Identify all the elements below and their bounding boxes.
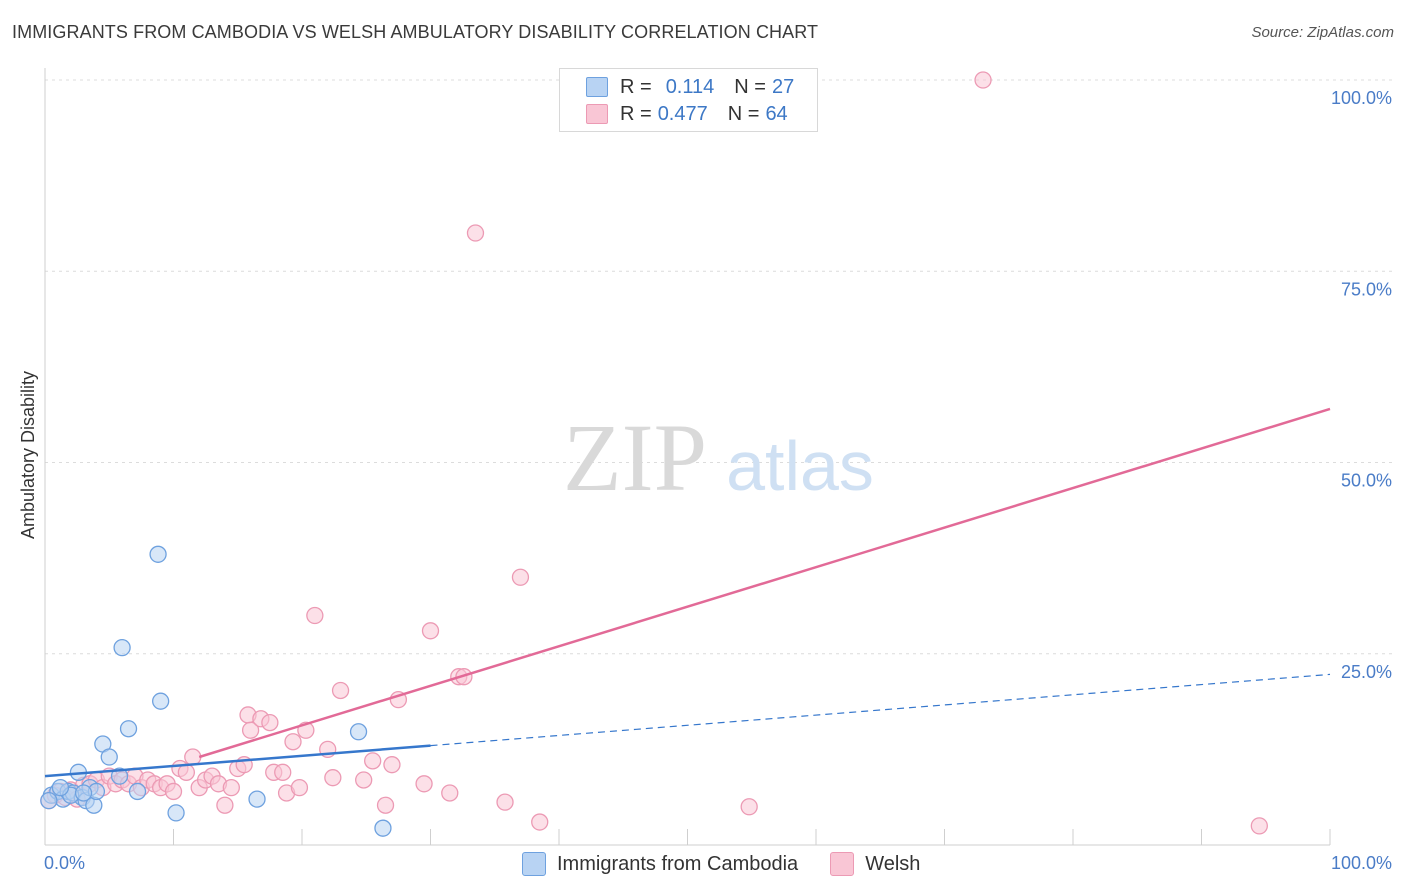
welsh-point (306, 606, 324, 625)
welsh-point (383, 756, 401, 774)
cambodia-trend-dashed (430, 673, 1331, 747)
cambodia-trend-solid (44, 744, 431, 778)
welsh-point (466, 224, 485, 242)
welsh-point (164, 782, 183, 801)
watermark: ZIP atlas (563, 404, 874, 511)
cambodia-points (40, 545, 392, 837)
legend-r-value-cambodia: 0.114 (665, 75, 715, 98)
watermark-atlas: atlas (726, 427, 874, 505)
welsh-point (740, 798, 758, 816)
legend-row-cambodia: R = 0.114 N = 27 (586, 75, 794, 99)
legend-row-welsh: R = 0.477 N = 64 (586, 102, 788, 126)
correlation-legend: R = 0.114 N = 27 R = 0.477 N = 64 (559, 68, 818, 132)
legend-swatch-welsh (586, 104, 608, 124)
welsh-point (421, 622, 440, 640)
welsh-point (216, 796, 234, 814)
welsh-point (415, 775, 433, 793)
welsh-point (284, 733, 302, 751)
x-tick-label: 100.0% (1331, 853, 1392, 873)
welsh-point (974, 71, 992, 89)
cambodia-point (113, 638, 131, 657)
cambodia-point (110, 767, 129, 785)
cambodia-point (100, 748, 118, 766)
cambodia-point (151, 692, 170, 710)
welsh-point (274, 763, 292, 781)
cambodia-point (248, 790, 266, 808)
cambodia-point (74, 784, 93, 802)
welsh-point (496, 793, 514, 811)
y-tick-label: 50.0% (1341, 471, 1392, 491)
series-legend: Immigrants from Cambodia Welsh (522, 852, 952, 876)
cambodia-point (374, 819, 392, 837)
welsh-point (241, 721, 260, 739)
trend-lines (44, 407, 1331, 778)
welsh-point (261, 713, 279, 732)
legend-n-value-cambodia: 27 (771, 75, 795, 98)
welsh-point (331, 681, 350, 700)
welsh-point (324, 769, 342, 787)
cambodia-point (149, 545, 167, 563)
cambodia-point (128, 782, 147, 801)
grid-lines (45, 79, 1392, 655)
welsh-point (177, 763, 196, 781)
y-axis-label: Ambulatory Disability (18, 371, 38, 539)
legend-r-value-welsh: 0.477 (657, 102, 708, 125)
welsh-trend-solid (198, 407, 1331, 759)
watermark-zip: ZIP (563, 404, 707, 511)
tick-labels: 25.0% 50.0% 75.0% 100.0% 0.0% 100.0% (44, 88, 1392, 873)
legend-item-welsh[interactable]: Welsh (830, 852, 920, 876)
welsh-point (376, 796, 395, 814)
y-tick-label: 75.0% (1341, 279, 1392, 299)
cambodia-point (349, 723, 368, 741)
welsh-point (222, 778, 240, 797)
cambodia-point (119, 720, 138, 738)
legend-swatch-welsh (830, 852, 855, 876)
y-tick-label: 25.0% (1341, 662, 1392, 682)
legend-swatch-cambodia (586, 77, 608, 97)
chart-title: IMMIGRANTS FROM CAMBODIA VS WELSH AMBULA… (12, 22, 819, 42)
legend-r-label: R = (620, 75, 652, 98)
legend-label-cambodia: Immigrants from Cambodia (557, 852, 799, 875)
cambodia-point (167, 804, 185, 822)
cambodia-point (51, 778, 70, 797)
legend-label-welsh: Welsh (865, 852, 921, 875)
cambodia-point (40, 791, 58, 810)
welsh-point (441, 784, 459, 802)
source-label: Source: ZipAtlas.com (1251, 24, 1394, 41)
welsh-point (355, 771, 373, 789)
legend-n-value-welsh: 64 (765, 102, 788, 125)
welsh-point (531, 813, 549, 831)
welsh-point (364, 752, 382, 770)
legend-r-label: R = (620, 102, 652, 125)
welsh-point (1250, 817, 1268, 835)
welsh-point (511, 568, 530, 586)
welsh-point (184, 748, 202, 766)
x-tick-label: 0.0% (44, 853, 85, 873)
axes (44, 68, 1331, 846)
legend-n-label: N = (727, 102, 760, 125)
legend-n-label: N = (734, 75, 766, 98)
welsh-point (290, 778, 309, 797)
legend-item-cambodia[interactable]: Immigrants from Cambodia (522, 852, 798, 876)
y-tick-label: 100.0% (1331, 88, 1392, 108)
legend-swatch-cambodia (522, 852, 546, 876)
